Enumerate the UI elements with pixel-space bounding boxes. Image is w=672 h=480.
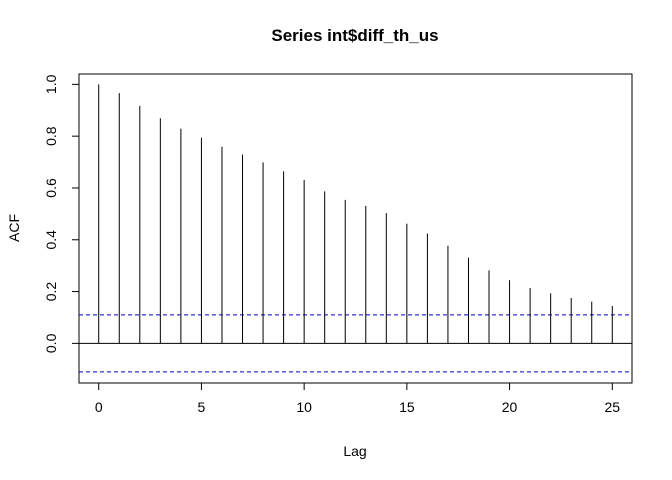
y-tick-label: 0.4	[43, 230, 59, 250]
chart-title: Series int$diff_th_us	[271, 26, 438, 45]
acf-bars	[98, 84, 613, 344]
x-axis: 0 5 10 15 20 25	[95, 382, 620, 415]
y-axis: 0.0 0.2 0.4 0.6 0.8 1.0	[43, 74, 80, 353]
y-tick-label: 1.0	[43, 74, 59, 94]
y-axis-label: ACF	[6, 214, 22, 242]
y-tick-label: 0.0	[43, 333, 59, 353]
x-axis-label: Lag	[343, 443, 366, 459]
x-tick-label: 20	[502, 399, 518, 415]
x-tick-label: 0	[95, 399, 103, 415]
x-tick-label: 15	[399, 399, 415, 415]
y-tick-label: 0.2	[43, 282, 59, 302]
y-tick-label: 0.8	[43, 126, 59, 146]
plot-border	[78, 73, 633, 384]
x-tick-label: 25	[604, 399, 620, 415]
y-tick-label: 0.6	[43, 178, 59, 198]
x-tick-label: 10	[296, 399, 312, 415]
x-tick-label: 5	[198, 399, 206, 415]
